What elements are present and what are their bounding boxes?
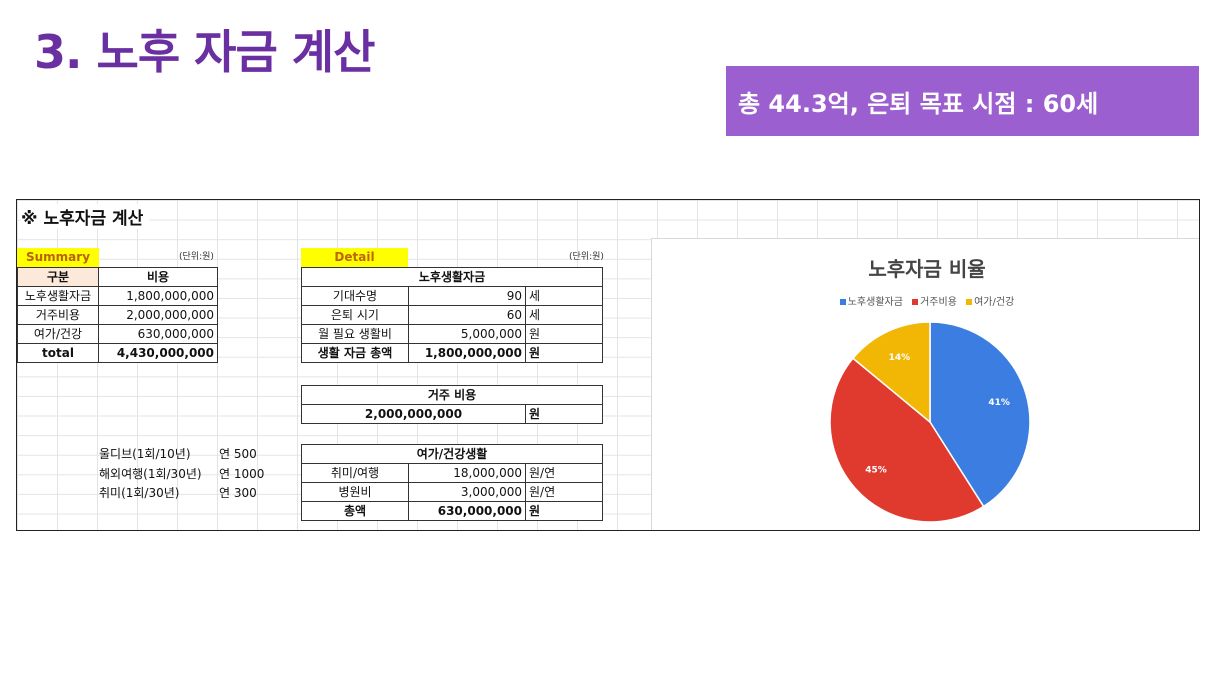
leisure-note-value: 연 500 bbox=[219, 447, 257, 461]
housing-cost-header: 거주 비용 bbox=[301, 385, 603, 405]
summary-row-value: 2,000,000,000 bbox=[98, 305, 218, 325]
housing-cost-header-row: 거주 비용 bbox=[301, 385, 603, 405]
summary-header-category: 구분 bbox=[17, 267, 99, 287]
leisure-note-label: 취미(1회/30년) bbox=[99, 486, 180, 500]
leisure-health-total-unit: 원 bbox=[525, 501, 603, 521]
leisure-health-value: 3,000,000 bbox=[408, 482, 526, 502]
leisure-health-row: 병원비 3,000,000 원/연 bbox=[301, 482, 603, 502]
pie-label-2: 14% bbox=[889, 353, 911, 363]
slide-title: 3. 노후 자금 계산 bbox=[34, 25, 375, 79]
summary-row-label: 여가/건강 bbox=[17, 324, 99, 344]
leisure-note-value: 연 300 bbox=[219, 486, 257, 500]
leisure-note-label: 울디브(1회/10년) bbox=[99, 447, 191, 461]
housing-cost-value: 2,000,000,000 bbox=[301, 404, 526, 424]
legend-label: 노후생활자금 bbox=[847, 297, 903, 308]
living-fund-row: 기대수명 90 세 bbox=[301, 286, 603, 306]
summary-row-value: 1,800,000,000 bbox=[98, 286, 218, 306]
living-fund-unit: 세 bbox=[525, 286, 603, 306]
living-fund-unit: 세 bbox=[525, 305, 603, 325]
living-fund-row: 월 필요 생활비 5,000,000 원 bbox=[301, 324, 603, 344]
pie-slice-1 bbox=[829, 357, 985, 523]
legend-item: 노후생활자금 bbox=[839, 293, 903, 308]
summary-table: 구분 비용 노후생활자금 1,800,000,000 거주비용 2,000,00… bbox=[17, 267, 218, 363]
living-fund-label: 월 필요 생활비 bbox=[301, 324, 409, 344]
summary-row-value: 630,000,000 bbox=[98, 324, 218, 344]
summary-total-row: total 4,430,000,000 bbox=[17, 343, 218, 363]
housing-cost-unit: 원 bbox=[525, 404, 603, 424]
pie-chart: 41% 45% 14% bbox=[829, 321, 1031, 523]
pie-chart-panel: 노후자금 비율 노후생활자금 거주비용 여가/건강 41% 45% 14% bbox=[651, 238, 1199, 530]
sheet-title-text: 노후자금 계산 bbox=[43, 209, 144, 229]
leisure-health-label: 취미/여행 bbox=[301, 463, 409, 483]
chart-title: 노후자금 비율 bbox=[868, 257, 986, 281]
summary-row: 노후생활자금 1,800,000,000 bbox=[17, 286, 218, 306]
living-fund-header: 노후생활자금 bbox=[301, 267, 603, 287]
legend-item: 여가/건강 bbox=[966, 293, 1014, 308]
living-fund-value: 5,000,000 bbox=[408, 324, 526, 344]
legend-item: 거주비용 bbox=[912, 293, 957, 308]
leisure-note-label: 해외여행(1회/30년) bbox=[99, 467, 202, 481]
leisure-health-unit: 원/연 bbox=[525, 463, 603, 483]
leisure-health-row: 취미/여행 18,000,000 원/연 bbox=[301, 463, 603, 483]
chart-legend: 노후생활자금 거주비용 여가/건강 bbox=[652, 293, 1199, 308]
summary-total-value: 4,430,000,000 bbox=[98, 343, 218, 363]
reference-mark-icon: ※ bbox=[21, 209, 38, 229]
pie-slice-2 bbox=[851, 321, 931, 424]
detail-tag: Detail bbox=[301, 248, 408, 267]
legend-swatch-0 bbox=[839, 299, 846, 305]
housing-cost-row: 2,000,000,000 원 bbox=[301, 404, 603, 424]
sheet-title: ※ 노후자금 계산 bbox=[21, 204, 150, 229]
summary-unit: (단위:원) bbox=[179, 252, 214, 262]
living-fund-label: 은퇴 시기 bbox=[301, 305, 409, 325]
living-fund-total-value: 1,800,000,000 bbox=[408, 343, 526, 363]
summary-row: 여가/건강 630,000,000 bbox=[17, 324, 218, 344]
spreadsheet-capture: ※ 노후자금 계산 Summary (단위:원) 구분 비용 노후생활자금 1,8… bbox=[16, 199, 1200, 531]
living-fund-row: 은퇴 시기 60 세 bbox=[301, 305, 603, 325]
living-fund-total-label: 생활 자금 총액 bbox=[301, 343, 409, 363]
living-fund-unit: 원 bbox=[525, 324, 603, 344]
detail-unit: (단위:원) bbox=[569, 252, 604, 262]
leisure-health-value: 18,000,000 bbox=[408, 463, 526, 483]
living-fund-label: 기대수명 bbox=[301, 286, 409, 306]
living-fund-table: 노후생활자금 기대수명 90 세 은퇴 시기 60 세 월 필요 생활비 5,0… bbox=[301, 267, 603, 363]
summary-tag: Summary bbox=[17, 248, 99, 267]
living-fund-total-row: 생활 자금 총액 1,800,000,000 원 bbox=[301, 343, 603, 363]
living-fund-value: 60 bbox=[408, 305, 526, 325]
living-fund-value: 90 bbox=[408, 286, 526, 306]
pie-label-1: 45% bbox=[865, 466, 887, 476]
leisure-health-header: 여가/건강생활 bbox=[301, 444, 603, 464]
living-fund-total-unit: 원 bbox=[525, 343, 603, 363]
leisure-health-total-row: 총액 630,000,000 원 bbox=[301, 501, 603, 521]
summary-header-cost: 비용 bbox=[98, 267, 218, 287]
living-fund-header-row: 노후생활자금 bbox=[301, 267, 603, 287]
legend-label: 거주비용 bbox=[920, 297, 957, 308]
legend-swatch-1 bbox=[912, 299, 919, 305]
leisure-health-header-row: 여가/건강생활 bbox=[301, 444, 603, 464]
pie-label-0: 41% bbox=[988, 398, 1010, 408]
summary-row: 거주비용 2,000,000,000 bbox=[17, 305, 218, 325]
leisure-note-value: 연 1000 bbox=[219, 467, 265, 481]
summary-row-label: 거주비용 bbox=[17, 305, 99, 325]
leisure-health-unit: 원/연 bbox=[525, 482, 603, 502]
housing-cost-table: 거주 비용 2,000,000,000 원 bbox=[301, 385, 603, 424]
leisure-health-table: 여가/건강생활 취미/여행 18,000,000 원/연 병원비 3,000,0… bbox=[301, 444, 603, 521]
leisure-health-total-label: 총액 bbox=[301, 501, 409, 521]
summary-banner: 총 44.3억, 은퇴 목표 시점 : 60세 bbox=[726, 66, 1199, 136]
summary-row-label: 노후생활자금 bbox=[17, 286, 99, 306]
summary-total-label: total bbox=[17, 343, 99, 363]
legend-swatch-2 bbox=[966, 299, 973, 305]
leisure-health-label: 병원비 bbox=[301, 482, 409, 502]
summary-header-row: 구분 비용 bbox=[17, 267, 218, 287]
legend-label: 여가/건강 bbox=[974, 297, 1015, 308]
leisure-health-total-value: 630,000,000 bbox=[408, 501, 526, 521]
